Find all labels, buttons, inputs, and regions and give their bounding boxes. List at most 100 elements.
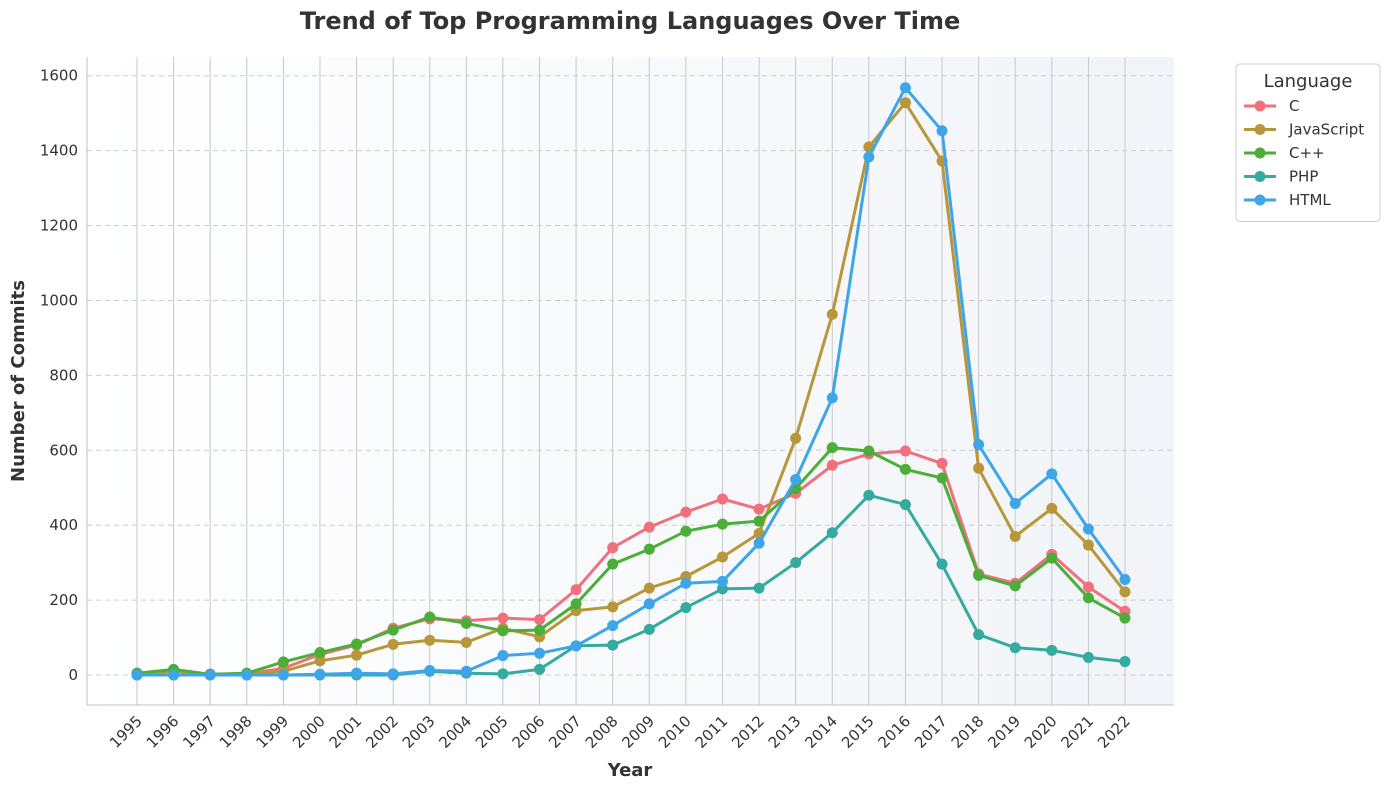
- x-axis-title: Year: [607, 760, 653, 781]
- data-point: [936, 125, 948, 137]
- data-point: [1009, 642, 1021, 654]
- x-tick-label: 2016: [875, 712, 915, 752]
- data-point: [314, 647, 326, 659]
- legend-item: JavaScript: [1244, 121, 1364, 139]
- data-point: [1046, 502, 1058, 514]
- x-tick-label: 1996: [143, 712, 183, 752]
- x-tick-label: 2008: [582, 712, 622, 752]
- data-point: [790, 432, 802, 444]
- legend-item: PHP: [1244, 168, 1318, 186]
- data-point: [570, 584, 582, 596]
- legend-item: C: [1244, 97, 1299, 115]
- data-point: [863, 445, 875, 457]
- y-tick-label: 600: [49, 441, 78, 459]
- data-point: [643, 543, 655, 555]
- data-point: [643, 598, 655, 610]
- x-tick-label: 1999: [252, 712, 292, 752]
- legend-item: C++: [1244, 144, 1325, 162]
- data-point: [1009, 530, 1021, 542]
- x-tick-label: 2022: [1094, 712, 1134, 752]
- x-tick-label: 2019: [984, 712, 1024, 752]
- data-point: [899, 445, 911, 457]
- grid: [87, 57, 1174, 705]
- data-point: [899, 463, 911, 475]
- data-point: [680, 506, 692, 518]
- x-tick-label: 2015: [838, 712, 878, 752]
- data-point: [1009, 497, 1021, 509]
- data-point: [607, 620, 619, 632]
- x-tick-label: 2004: [435, 712, 475, 752]
- x-tick-label: 2000: [289, 712, 329, 752]
- data-point: [1046, 644, 1058, 656]
- data-point: [1046, 552, 1058, 564]
- data-point: [168, 669, 180, 681]
- legend-swatch-marker: [1254, 124, 1266, 135]
- data-point: [1009, 580, 1021, 592]
- data-point: [534, 663, 546, 675]
- y-tick-label: 1400: [40, 142, 78, 160]
- x-tick-label: 2003: [399, 712, 439, 752]
- legend-label: PHP: [1289, 168, 1318, 186]
- plot-background: [87, 57, 1174, 705]
- legend-title: Language: [1264, 71, 1353, 92]
- x-tick-label: 2002: [362, 712, 402, 752]
- data-point: [534, 614, 546, 626]
- x-tick-label: 2010: [655, 712, 695, 752]
- legend-swatch-marker: [1254, 100, 1266, 112]
- data-point: [680, 602, 692, 614]
- legend: Language C JavaScript C++ PHP HTML: [1235, 63, 1381, 222]
- data-point: [351, 649, 363, 661]
- data-point: [1046, 468, 1058, 480]
- data-point: [753, 582, 765, 594]
- series-line: [137, 86, 1127, 677]
- y-tick-label: 1000: [40, 291, 78, 309]
- data-point: [387, 638, 399, 650]
- data-point: [899, 97, 911, 109]
- data-point: [826, 442, 838, 454]
- y-tick-label: 0: [68, 666, 78, 684]
- legend-swatch-marker: [1254, 194, 1266, 206]
- data-point: [460, 617, 472, 629]
- data-point: [716, 518, 728, 530]
- y-tick-label: 1600: [40, 67, 78, 85]
- data-point: [534, 647, 546, 659]
- data-point: [753, 503, 765, 515]
- data-point: [607, 639, 619, 651]
- data-point: [973, 569, 985, 581]
- x-tick-label: 2017: [911, 712, 951, 752]
- data-point: [607, 542, 619, 554]
- data-point: [277, 669, 289, 681]
- legend-item: HTML: [1244, 191, 1331, 209]
- y-tick-label: 1200: [40, 217, 78, 235]
- y-axis-title: Number of Commits: [8, 280, 29, 482]
- x-tick-label: 2013: [765, 712, 805, 752]
- x-tick-label: 2012: [728, 712, 768, 752]
- data-point: [1119, 574, 1131, 586]
- y-tick-label: 400: [49, 516, 78, 534]
- data-point: [973, 629, 985, 641]
- legend-label: C: [1289, 97, 1299, 115]
- data-point: [790, 474, 802, 486]
- axes: [86, 57, 1174, 706]
- series-line: [136, 449, 1126, 676]
- legend-label: JavaScript: [1288, 121, 1364, 139]
- data-point: [643, 521, 655, 533]
- data-point: [1082, 581, 1094, 593]
- data-point: [534, 624, 546, 636]
- data-point: [1119, 612, 1131, 624]
- data-point: [826, 459, 838, 471]
- legend-box: [1235, 63, 1381, 222]
- data-point: [863, 489, 875, 501]
- data-point: [680, 577, 692, 589]
- legend-label: HTML: [1289, 191, 1331, 209]
- data-point: [1119, 586, 1131, 598]
- data-point: [936, 558, 948, 570]
- x-tick-label: 2006: [509, 712, 549, 752]
- data-point: [899, 499, 911, 511]
- data-point: [1082, 651, 1094, 663]
- data-point: [973, 462, 985, 474]
- data-point: [790, 557, 802, 569]
- x-tick-label: 1998: [216, 712, 256, 752]
